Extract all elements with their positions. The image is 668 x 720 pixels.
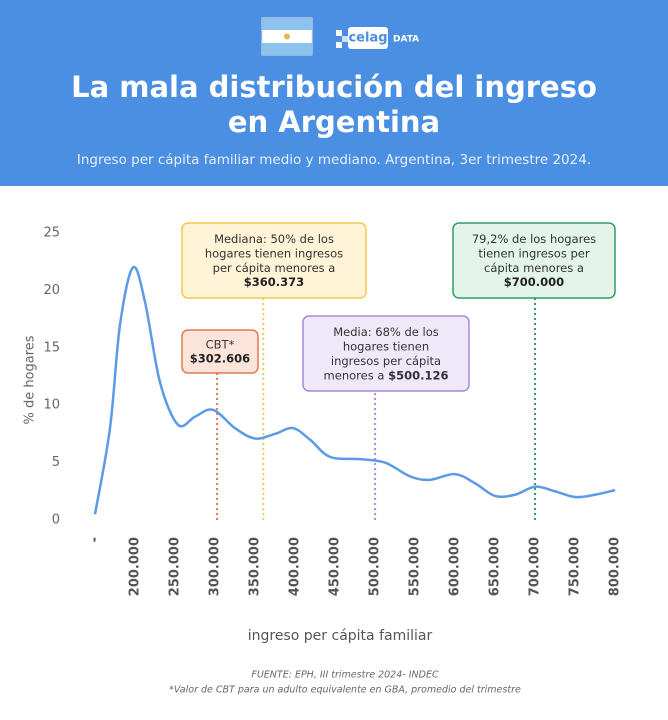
y-tick-label: 15 [43,340,60,355]
annotation-box [181,222,367,299]
y-tick-label: 25 [43,226,60,241]
x-tick-label: 300.000 [208,537,223,596]
x-axis-label: ingreso per cápita familiar [248,628,433,644]
annotation-text: menores a $500.126 [324,368,449,382]
footnote: *Valor de CBT para un adulto equivalente… [169,685,521,696]
annotation-value: $302.606 [190,351,250,365]
x-tick-label: 650.000 [488,537,503,596]
x-tick-label: - [88,537,103,542]
annotation-box [452,222,616,299]
annotation-text: hogares tienen [343,339,429,353]
x-tick-label: 800.000 [608,537,623,596]
annotation-text: Mediana: 50% de los [214,231,334,245]
annotation-value: $700.000 [504,275,564,289]
annotation-text: cápita menores a [484,260,584,274]
logo-tag: DATA [393,35,419,45]
y-tick-label: 5 [52,455,60,470]
source: FUENTE: EPH, III trimestre 2024- INDEC [251,670,439,681]
x-tick-label: 250.000 [168,537,183,596]
y-tick-label: 10 [43,398,60,413]
y-tick-label: 20 [43,283,60,298]
annotation-text: hogares tienen ingresos [205,246,343,260]
x-tick-label: 350.000 [248,537,263,596]
annotation-text: cápita menores a [484,260,584,274]
annotation-text: tienen ingresos per [478,246,589,260]
logo-name: celag [348,31,387,46]
annotation-text: ingresos per cápita [331,353,441,367]
annotation-text: CBT* [206,337,235,351]
annotation-box [302,315,470,392]
x-tick-label: 750.000 [568,537,583,596]
x-tick-label: 450.000 [328,537,343,596]
y-tick-label: 0 [52,513,60,528]
x-tick-label: 700.000 [528,537,543,596]
logo: celag DATA [336,27,419,49]
x-tick-label: 200.000 [128,537,143,596]
annotation-value: $360.373 [244,275,304,289]
x-tick-label: 550.000 [408,537,423,596]
y-axis-label: % de hogares [23,335,38,424]
flag [261,17,313,56]
annotation-text: Mediana: 50% de los [214,231,334,245]
annotation-value: $500.126 [388,368,448,382]
x-tick-label: 600.000 [448,537,463,596]
annotation-text: CBT* [206,337,235,351]
x-tick-label: 400.000 [288,537,303,596]
annotation-text: Media: 68% de los [333,324,439,338]
header-band [0,0,668,186]
annotation-text: hogares tienen [343,339,429,353]
annotation-text: per cápita menores a [213,260,336,274]
title-line: en Argentina [228,105,440,139]
annotation-text: 79,2% de los hogares [472,231,596,245]
annotation-text: ingresos per cápita [331,353,441,367]
subtitle: Ingreso per cápita familiar medio y medi… [77,152,591,168]
x-tick-label: 500.000 [368,537,383,596]
annotation-text: Media: 68% de los [333,324,439,338]
annotation-text: 79,2% de los hogares [472,231,596,245]
annotation-text: per cápita menores a [213,260,336,274]
annotation-text: hogares tienen ingresos [205,246,343,260]
annotation-text: tienen ingresos per [478,246,589,260]
annotation-text: menores a [324,368,385,382]
annotation-box [181,329,259,374]
title-line: La mala distribución del ingreso [71,70,597,104]
data-line [93,265,616,515]
